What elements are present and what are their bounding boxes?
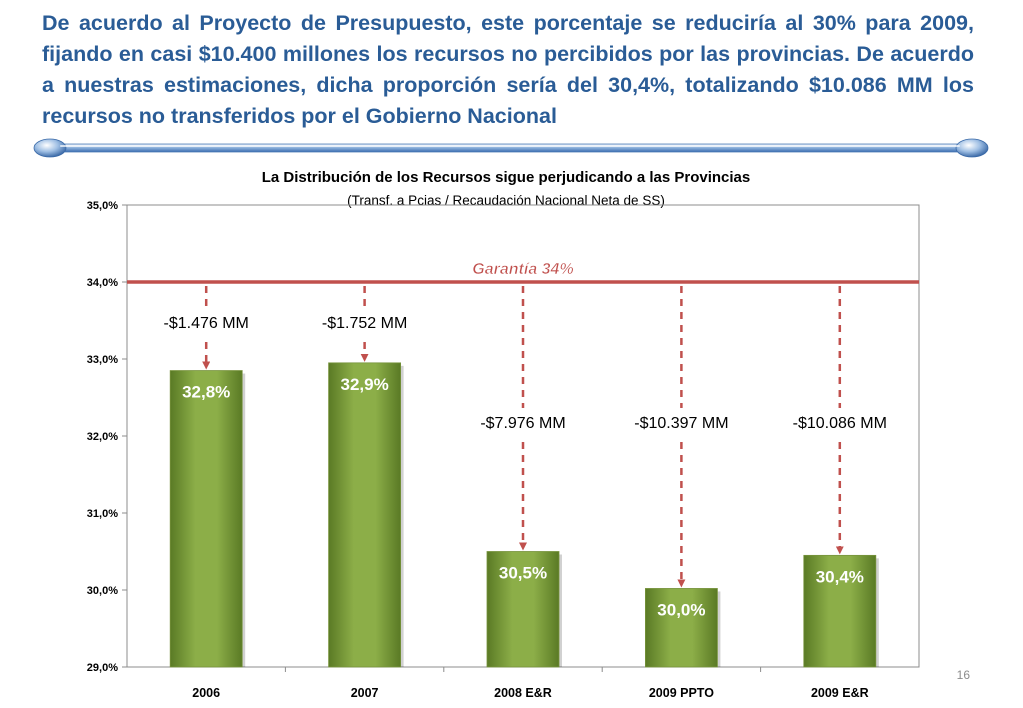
bar — [645, 588, 718, 668]
guarantee-line-group: Garantía 34% — [127, 261, 919, 284]
x-tick-label: 2007 — [351, 686, 379, 700]
bar-value-label: 32,9% — [340, 375, 388, 394]
y-tick-label: 35,0% — [87, 200, 118, 212]
x-tick-label: 2009 E&R — [811, 686, 869, 700]
y-tick-label: 31,0% — [87, 508, 118, 520]
bar-value-label: 30,5% — [499, 564, 547, 583]
bar-value-label: 30,4% — [816, 567, 864, 586]
x-tick-label: 2009 PPTO — [649, 686, 714, 700]
chart-subtitle: (Transf. a Pcias / Recaudación Nacional … — [347, 193, 665, 208]
y-tick-label: 34,0% — [87, 277, 118, 289]
gap-label: -$10.397 MM — [634, 415, 728, 432]
decorative-divider — [33, 138, 989, 158]
gap-label: -$1.476 MM — [164, 315, 249, 332]
chart-title: La Distribución de los Recursos sigue pe… — [262, 169, 750, 186]
gap-arrows — [202, 286, 844, 588]
x-tick-label: 2008 E&R — [494, 686, 552, 700]
y-tick-label: 32,0% — [87, 431, 118, 443]
bar — [803, 554, 877, 668]
guarantee-label: Garantía 34% — [472, 261, 573, 278]
x-tick-label: 2006 — [192, 686, 220, 700]
chart-labels: -$1.476 MM 32,8% -$1.752 MM 32,9% -$7.976 MM… — [164, 315, 887, 619]
gap-label: -$1.752 MM — [322, 315, 407, 332]
bar-value-label: 32,8% — [182, 383, 230, 402]
headline-text: De acuerdo al Proyecto de Presupuesto, e… — [42, 11, 974, 128]
bar — [486, 551, 560, 668]
bar-value-label: 30,0% — [657, 600, 705, 619]
gap-label: -$7.976 MM — [480, 415, 565, 432]
page-number: 16 — [956, 668, 970, 682]
bar — [169, 370, 243, 668]
bar — [328, 362, 402, 668]
y-axis: 29,0% 30,0% 31,0% 32,0% 33,0% 34,0% 35,0% 2006 2… — [87, 200, 869, 700]
y-tick-label: 33,0% — [87, 354, 118, 366]
y-tick-label: 29,0% — [87, 662, 118, 674]
gap-label: -$10.086 MM — [793, 415, 887, 432]
bars — [169, 362, 879, 668]
y-tick-label: 30,0% — [87, 585, 118, 597]
